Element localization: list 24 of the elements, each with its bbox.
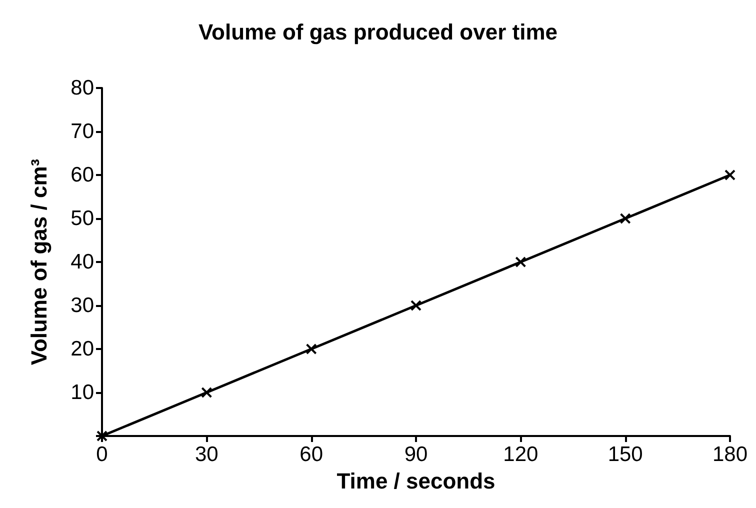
y-tick-label: 20	[70, 338, 94, 360]
x-tick-label: 30	[194, 443, 218, 466]
y-tick-label: 10	[70, 381, 94, 404]
point	[306, 344, 317, 354]
point	[201, 387, 212, 398]
x-axis-title: Time / seconds	[336, 468, 496, 494]
y-tick-label: 70	[70, 120, 94, 143]
y-tick-label: 40	[70, 250, 94, 274]
point	[410, 300, 422, 311]
x-tick-label: 60	[300, 443, 324, 466]
y-tick-label: 60	[70, 164, 94, 186]
point	[724, 170, 736, 180]
y-tick-label: 50	[70, 207, 94, 230]
y-axis-title: Volume of gas / cm³	[26, 158, 52, 366]
x-tick-label: 150	[608, 443, 643, 466]
chart-title: Volume of gas produced over time	[198, 20, 558, 44]
x-tick-label: 120	[503, 443, 538, 466]
x-tick-label: 0	[96, 443, 108, 466]
y-tick-label: 80	[70, 76, 94, 100]
point	[620, 213, 631, 224]
x-tick-label: 180	[712, 443, 748, 466]
x-tick-label: 90	[404, 443, 428, 466]
point	[515, 256, 526, 268]
y-tick-label: 30	[70, 294, 94, 317]
